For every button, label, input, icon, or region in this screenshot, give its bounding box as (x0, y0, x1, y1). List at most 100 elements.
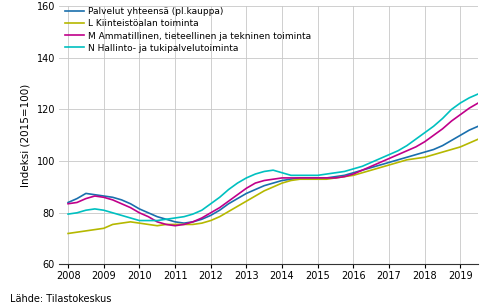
N Hallinto- ja tukipalvelutoiminta (324, 172, 330, 176)
N Hallinto- ja tukipalvelutoiminta (333, 171, 339, 174)
L Kiinteistöalan toiminta (324, 177, 330, 181)
M Ammatillinen, tieteellinen ja tekninen toiminta (74, 201, 80, 204)
L Kiinteistöalan toiminta (244, 199, 249, 203)
M Ammatillinen, tieteellinen ja tekninen toiminta (101, 195, 106, 199)
L Kiinteistöalan toiminta (377, 166, 383, 169)
L Kiinteistöalan toiminta (458, 145, 463, 149)
M Ammatillinen, tieteellinen ja tekninen toiminta (163, 223, 169, 226)
M Ammatillinen, tieteellinen ja tekninen toiminta (395, 153, 401, 157)
Palvelut yhteensä (pl.kauppa) (368, 166, 374, 169)
L Kiinteistöalan toiminta (181, 223, 187, 226)
Palvelut yhteensä (pl.kauppa) (208, 213, 213, 217)
L Kiinteistöalan toiminta (110, 223, 116, 226)
N Hallinto- ja tukipalvelutoiminta (252, 172, 258, 176)
N Hallinto- ja tukipalvelutoiminta (297, 174, 303, 177)
Palvelut yhteensä (pl.kauppa) (137, 207, 142, 211)
L Kiinteistöalan toiminta (270, 185, 276, 189)
M Ammatillinen, tieteellinen ja tekninen toiminta (217, 206, 223, 209)
Palvelut yhteensä (pl.kauppa) (154, 215, 160, 219)
M Ammatillinen, tieteellinen ja tekninen toiminta (199, 216, 205, 220)
M Ammatillinen, tieteellinen ja tekninen toiminta (466, 106, 472, 110)
N Hallinto- ja tukipalvelutoiminta (65, 212, 71, 216)
L Kiinteistöalan toiminta (154, 224, 160, 227)
L Kiinteistöalan toiminta (74, 230, 80, 234)
Palvelut yhteensä (pl.kauppa) (217, 209, 223, 212)
N Hallinto- ja tukipalvelutoiminta (199, 209, 205, 212)
N Hallinto- ja tukipalvelutoiminta (101, 209, 106, 212)
Palvelut yhteensä (pl.kauppa) (386, 161, 392, 164)
Palvelut yhteensä (pl.kauppa) (199, 217, 205, 221)
M Ammatillinen, tieteellinen ja tekninen toiminta (404, 149, 410, 153)
Palvelut yhteensä (pl.kauppa) (315, 176, 320, 180)
Palvelut yhteensä (pl.kauppa) (252, 188, 258, 192)
N Hallinto- ja tukipalvelutoiminta (83, 209, 89, 212)
Palvelut yhteensä (pl.kauppa) (128, 202, 134, 206)
N Hallinto- ja tukipalvelutoiminta (466, 96, 472, 100)
Palvelut yhteensä (pl.kauppa) (359, 168, 365, 172)
N Hallinto- ja tukipalvelutoiminta (137, 219, 142, 222)
L Kiinteistöalan toiminta (288, 179, 294, 182)
L Kiinteistöalan toiminta (404, 158, 410, 162)
M Ammatillinen, tieteellinen ja tekninen toiminta (368, 164, 374, 168)
N Hallinto- ja tukipalvelutoiminta (395, 149, 401, 153)
M Ammatillinen, tieteellinen ja tekninen toiminta (110, 198, 116, 202)
M Ammatillinen, tieteellinen ja tekninen toiminta (154, 220, 160, 224)
N Hallinto- ja tukipalvelutoiminta (386, 153, 392, 157)
M Ammatillinen, tieteellinen ja tekninen toiminta (440, 127, 446, 131)
N Hallinto- ja tukipalvelutoiminta (128, 216, 134, 220)
N Hallinto- ja tukipalvelutoiminta (306, 174, 312, 177)
N Hallinto- ja tukipalvelutoiminta (270, 168, 276, 172)
Legend: Palvelut yhteensä (pl.kauppa), L Kiinteistöalan toiminta, M Ammatillinen, tietee: Palvelut yhteensä (pl.kauppa), L Kiintei… (64, 5, 313, 54)
L Kiinteistöalan toiminta (261, 189, 267, 193)
Palvelut yhteensä (pl.kauppa) (92, 193, 98, 196)
M Ammatillinen, tieteellinen ja tekninen toiminta (181, 223, 187, 226)
Palvelut yhteensä (pl.kauppa) (244, 192, 249, 195)
M Ammatillinen, tieteellinen ja tekninen toiminta (261, 179, 267, 182)
M Ammatillinen, tieteellinen ja tekninen toiminta (458, 113, 463, 116)
Line: M Ammatillinen, tieteellinen ja tekninen toiminta: M Ammatillinen, tieteellinen ja tekninen… (68, 95, 493, 226)
Palvelut yhteensä (pl.kauppa) (235, 197, 241, 200)
Line: L Kiinteistöalan toiminta: L Kiinteistöalan toiminta (68, 133, 493, 233)
N Hallinto- ja tukipalvelutoiminta (172, 216, 178, 220)
N Hallinto- ja tukipalvelutoiminta (413, 137, 419, 141)
N Hallinto- ja tukipalvelutoiminta (74, 211, 80, 215)
L Kiinteistöalan toiminta (172, 223, 178, 226)
M Ammatillinen, tieteellinen ja tekninen toiminta (431, 133, 437, 137)
M Ammatillinen, tieteellinen ja tekninen toiminta (342, 175, 348, 178)
Palvelut yhteensä (pl.kauppa) (288, 177, 294, 181)
M Ammatillinen, tieteellinen ja tekninen toiminta (279, 176, 285, 180)
M Ammatillinen, tieteellinen ja tekninen toiminta (226, 199, 232, 203)
L Kiinteistöalan toiminta (475, 137, 481, 141)
L Kiinteistöalan toiminta (65, 232, 71, 235)
M Ammatillinen, tieteellinen ja tekninen toiminta (235, 193, 241, 196)
N Hallinto- ja tukipalvelutoiminta (440, 117, 446, 120)
Palvelut yhteensä (pl.kauppa) (333, 175, 339, 178)
N Hallinto- ja tukipalvelutoiminta (119, 213, 125, 217)
L Kiinteistöalan toiminta (83, 229, 89, 233)
M Ammatillinen, tieteellinen ja tekninen toiminta (288, 176, 294, 180)
M Ammatillinen, tieteellinen ja tekninen toiminta (297, 176, 303, 180)
Palvelut yhteensä (pl.kauppa) (110, 195, 116, 199)
Palvelut yhteensä (pl.kauppa) (119, 198, 125, 202)
N Hallinto- ja tukipalvelutoiminta (92, 207, 98, 211)
L Kiinteistöalan toiminta (92, 228, 98, 231)
N Hallinto- ja tukipalvelutoiminta (359, 164, 365, 168)
Palvelut yhteensä (pl.kauppa) (351, 171, 356, 174)
L Kiinteistöalan toiminta (484, 135, 490, 138)
L Kiinteistöalan toiminta (386, 163, 392, 167)
Palvelut yhteensä (pl.kauppa) (145, 211, 151, 215)
M Ammatillinen, tieteellinen ja tekninen toiminta (333, 176, 339, 180)
N Hallinto- ja tukipalvelutoiminta (288, 174, 294, 177)
N Hallinto- ja tukipalvelutoiminta (475, 92, 481, 96)
N Hallinto- ja tukipalvelutoiminta (431, 124, 437, 128)
L Kiinteistöalan toiminta (226, 210, 232, 213)
Y-axis label: Indeksi (2015=100): Indeksi (2015=100) (21, 84, 31, 187)
L Kiinteistöalan toiminta (199, 221, 205, 225)
M Ammatillinen, tieteellinen ja tekninen toiminta (92, 194, 98, 198)
L Kiinteistöalan toiminta (395, 161, 401, 164)
Palvelut yhteensä (pl.kauppa) (279, 179, 285, 182)
L Kiinteistöalan toiminta (342, 175, 348, 178)
Palvelut yhteensä (pl.kauppa) (484, 119, 490, 123)
Palvelut yhteensä (pl.kauppa) (261, 184, 267, 188)
L Kiinteistöalan toiminta (163, 223, 169, 226)
